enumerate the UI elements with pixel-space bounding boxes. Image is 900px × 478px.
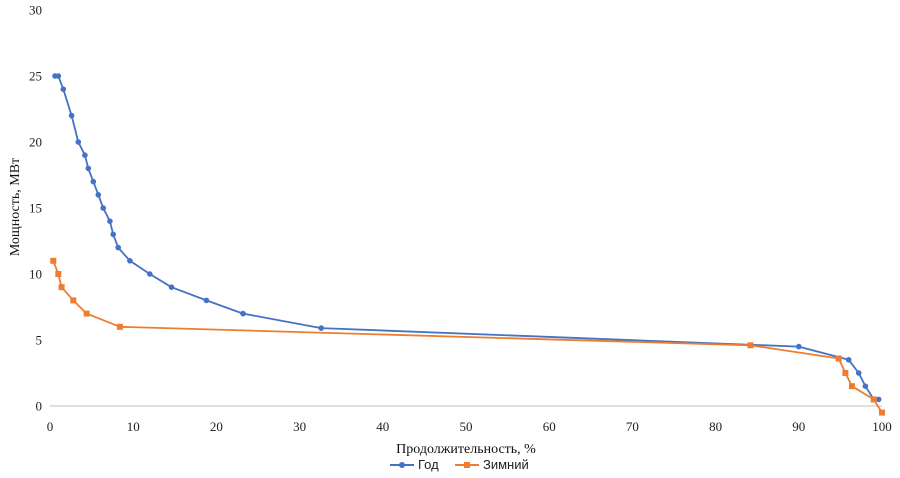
x-tick-label: 80 xyxy=(709,419,722,434)
x-tick-label: 0 xyxy=(47,419,54,434)
y-tick-label: 5 xyxy=(36,333,43,348)
data-point xyxy=(110,231,116,238)
data-point xyxy=(75,139,82,145)
y-axis-title: Мощность, МВт xyxy=(8,158,23,256)
legend-entry-god: Год xyxy=(390,457,439,472)
x-tick-label: 70 xyxy=(626,419,639,434)
x-tick-label: 60 xyxy=(543,419,556,434)
data-point xyxy=(318,325,325,331)
data-point xyxy=(747,342,754,349)
data-point xyxy=(90,178,97,185)
data-point xyxy=(147,271,153,277)
data-point xyxy=(55,73,62,79)
x-tick-label: 50 xyxy=(460,419,473,434)
data-point xyxy=(855,370,862,376)
data-point xyxy=(116,323,123,330)
legend-label-zimniy: Зимний xyxy=(483,457,529,472)
series-line xyxy=(52,260,883,414)
x-tick-label: 100 xyxy=(872,419,892,434)
data-point xyxy=(168,284,175,291)
x-tick-label: 30 xyxy=(293,419,306,434)
x-tick-label: 20 xyxy=(210,419,223,434)
x-axis-tick-labels: 0 10 20 30 40 50 60 70 80 90 100 xyxy=(47,419,892,434)
data-point xyxy=(845,357,852,363)
data-point xyxy=(796,343,802,350)
data-point xyxy=(127,258,133,264)
data-point xyxy=(879,409,885,416)
y-tick-label: 20 xyxy=(29,135,42,150)
y-tick-label: 30 xyxy=(29,3,42,18)
data-point xyxy=(240,310,246,317)
legend-entry-zimniy: Зимний xyxy=(455,457,529,472)
x-tick-label: 90 xyxy=(792,419,805,434)
y-tick-label: 25 xyxy=(29,69,42,84)
data-point xyxy=(68,112,75,119)
x-tick-label: 10 xyxy=(127,419,140,434)
y-tick-label: 0 xyxy=(36,399,43,414)
data-point xyxy=(50,257,57,264)
series-layer xyxy=(50,73,885,416)
series-god xyxy=(52,73,882,403)
legend-label-god: Год xyxy=(418,457,439,472)
data-point xyxy=(862,383,869,390)
legend: Год Зимний xyxy=(390,457,529,472)
data-point xyxy=(107,218,113,224)
series-line xyxy=(55,75,879,401)
y-tick-label: 10 xyxy=(29,267,42,282)
data-point xyxy=(875,396,882,403)
data-point xyxy=(55,271,62,277)
series-zimniy xyxy=(50,257,885,416)
data-point xyxy=(870,396,877,403)
x-tick-label: 40 xyxy=(376,419,389,434)
legend-marker-zimniy xyxy=(464,462,470,468)
x-axis-title: Продолжительность, % xyxy=(396,442,536,457)
data-point xyxy=(83,310,90,317)
data-point xyxy=(100,205,106,211)
data-point xyxy=(70,297,77,304)
data-point xyxy=(842,370,849,376)
data-point xyxy=(115,244,121,251)
data-point xyxy=(85,165,92,172)
data-point xyxy=(203,297,210,304)
y-tick-label: 15 xyxy=(29,201,42,216)
data-point xyxy=(60,86,67,92)
y-axis-tick-labels: 0 5 10 15 20 25 30 xyxy=(29,3,42,414)
data-point xyxy=(58,284,65,291)
legend-marker-god xyxy=(399,462,405,468)
data-point xyxy=(835,355,842,362)
data-point xyxy=(82,152,88,158)
data-point xyxy=(849,383,855,390)
data-point xyxy=(95,192,102,198)
